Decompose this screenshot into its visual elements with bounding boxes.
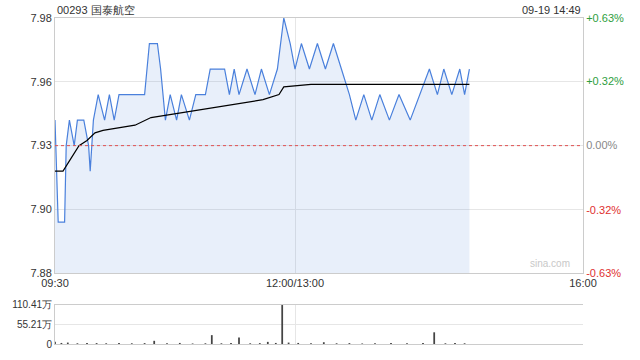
svg-text:7.88: 7.88 — [30, 267, 51, 279]
svg-text:-0.32%: -0.32% — [586, 204, 621, 216]
svg-text:7.90: 7.90 — [30, 203, 51, 215]
svg-text:0: 0 — [46, 339, 52, 350]
svg-text:+0.32%: +0.32% — [586, 75, 624, 87]
svg-text:-0.63%: -0.63% — [586, 267, 621, 279]
svg-text:+0.63%: +0.63% — [586, 12, 624, 24]
svg-text:sina.com: sina.com — [530, 258, 570, 269]
svg-text:16:00: 16:00 — [569, 277, 597, 289]
svg-text:00293 国泰航空: 00293 国泰航空 — [57, 4, 135, 16]
svg-text:7.93: 7.93 — [30, 139, 51, 151]
svg-text:09-19 14:49: 09-19 14:49 — [522, 4, 581, 16]
svg-text:7.96: 7.96 — [30, 76, 51, 88]
svg-text:12:00/13:00: 12:00/13:00 — [266, 277, 324, 289]
svg-text:110.41万: 110.41万 — [12, 299, 52, 310]
svg-text:7.98: 7.98 — [30, 12, 51, 24]
svg-text:09:30: 09:30 — [41, 277, 69, 289]
svg-text:0.00%: 0.00% — [586, 139, 617, 151]
svg-text:55.21万: 55.21万 — [17, 319, 52, 330]
